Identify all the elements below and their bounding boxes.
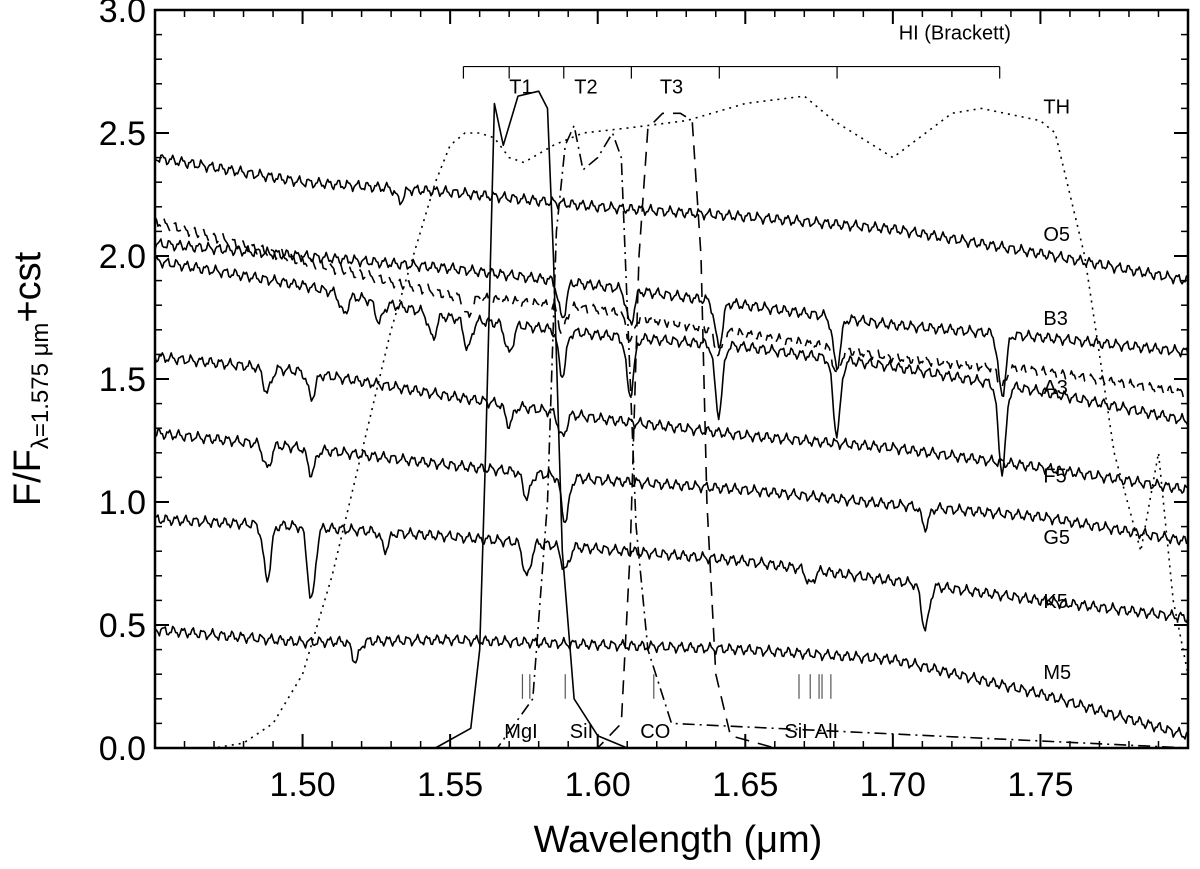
line-marker-ali-label: AlI xyxy=(815,721,838,743)
filter-label-t3: T3 xyxy=(660,77,683,99)
line-marker-sii-label: SiI xyxy=(784,721,807,743)
spectrum-label-k5: K5 xyxy=(1043,591,1067,613)
spectrum-a3-dashed xyxy=(154,216,1189,400)
y-axis-title-suffix: +cst xyxy=(7,251,49,322)
spectrum-m5 xyxy=(154,625,1189,740)
spectrum-o5 xyxy=(154,154,1189,285)
y-tick-label: 1.0 xyxy=(99,484,146,522)
spectrum-label-g5: G5 xyxy=(1043,527,1070,549)
spectrum-k5 xyxy=(154,514,1189,632)
spectrum-label-a3: A3 xyxy=(1043,377,1067,399)
spectrum-label-b3: B3 xyxy=(1043,308,1067,330)
filter-curve-t1 xyxy=(155,90,1188,749)
hi-brackett-label: HI (Brackett) xyxy=(899,23,1011,45)
spectrum-label-m5: M5 xyxy=(1043,662,1071,684)
line-marker-mgi-label: MgI xyxy=(504,721,537,743)
y-tick-label: 0.0 xyxy=(99,730,146,768)
y-axis-title: F/Fλ=1.575 μm+cst xyxy=(7,251,54,506)
filter-label-t2: T2 xyxy=(574,77,597,99)
spectrum-a3 xyxy=(154,255,1189,477)
filter-curve-th xyxy=(155,95,1189,749)
spectrum-b3 xyxy=(154,238,1189,398)
plot-frame xyxy=(153,8,1190,750)
y-tick-label: 2.5 xyxy=(99,115,146,153)
x-tick-label: 1.60 xyxy=(565,766,631,804)
x-tick-label: 1.55 xyxy=(417,766,483,804)
y-tick-label: 1.5 xyxy=(99,361,146,399)
y-axis-title-subscript: λ=1.575 μm xyxy=(27,323,54,450)
filter-curve-t3 xyxy=(155,112,1188,749)
x-axis-title: Wavelength (μm) xyxy=(534,819,823,861)
y-tick-label: 3.0 xyxy=(99,0,146,30)
y-tick-label: 0.5 xyxy=(99,607,146,645)
spectrum-label-o5: O5 xyxy=(1043,224,1070,246)
line-marker-co-label: CO xyxy=(640,721,670,743)
spectrum-label-f5: F5 xyxy=(1043,465,1066,487)
x-tick-label: 1.65 xyxy=(712,766,778,804)
spectrum-label-th: TH xyxy=(1043,96,1070,118)
x-tick-label: 1.70 xyxy=(860,766,926,804)
y-axis-title-main: F/F xyxy=(7,449,49,506)
spectrum-g5 xyxy=(154,428,1189,546)
x-tick-label: 1.50 xyxy=(269,766,335,804)
filter-label-t1: T1 xyxy=(509,77,532,99)
filter-curve-t2 xyxy=(155,124,1189,749)
plot-area: 1.50 1.55 1.60 1.65 1.70 1.75 0.0 0.5 1.0 1.5 2.0 2… xyxy=(99,0,1189,804)
x-tick-label: 1.75 xyxy=(1007,766,1073,804)
y-tick-label: 2.0 xyxy=(99,238,146,276)
spectrum-f5 xyxy=(154,352,1189,494)
line-marker-sii-label: SiI xyxy=(570,721,593,743)
